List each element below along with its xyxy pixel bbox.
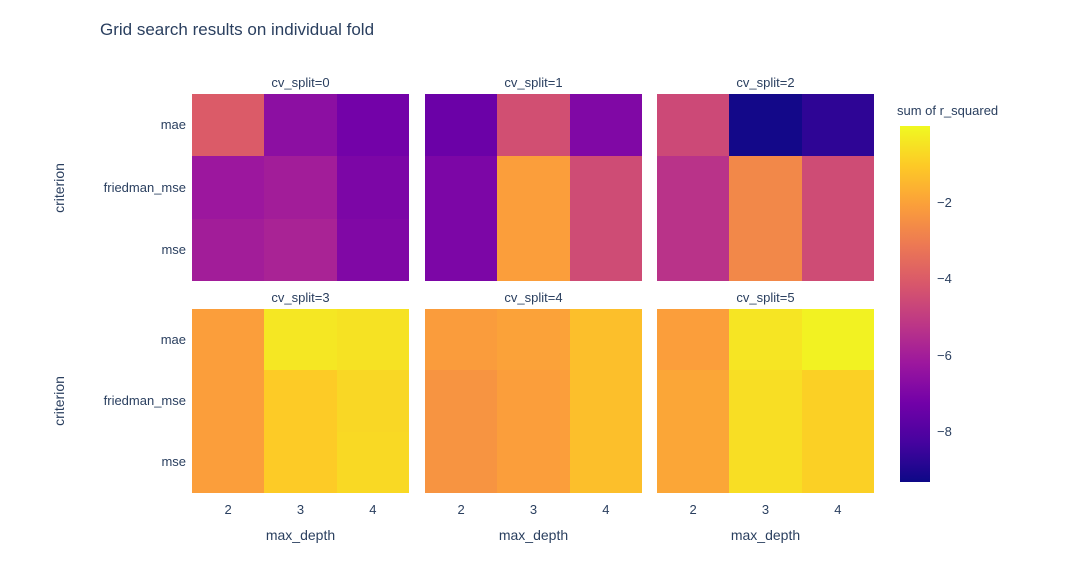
heatmap-cell [264,431,337,493]
heatmap-cell [425,431,498,493]
x-tick-label: 3 [529,502,538,517]
heatmap-cell [497,218,570,281]
heatmap-cell [801,309,874,371]
heatmap-cell [264,309,337,371]
heatmap-cell [569,156,642,219]
colorbar [900,126,930,482]
heatmap-cell [497,156,570,219]
heatmap-cell [497,309,570,371]
heatmap-cell [801,218,874,281]
heatmap-cell [801,431,874,493]
heatmap-cell [192,370,265,432]
x-tick-label: 4 [369,502,377,517]
heatmap [192,309,409,493]
heatmap-cell [192,94,265,157]
heatmap-cell [801,156,874,219]
heatmap-cell [264,156,337,219]
x-tick-label: 4 [602,502,610,517]
facet-title: cv_split=2 [736,75,795,90]
heatmap-cell [336,431,409,493]
y-tick-label: friedman_mse [103,393,186,408]
heatmap-cell [264,94,337,157]
facet-title: cv_split=4 [504,290,563,305]
heatmap-cell [569,431,642,493]
heatmap-cell [336,370,409,432]
heatmap-cell [729,218,802,281]
heatmap-cell [264,370,337,432]
heatmap-cell [657,94,730,157]
heatmap-cell [801,94,874,157]
y-tick-label: mse [161,241,186,257]
heatmap-cell [425,309,498,371]
heatmap [425,309,642,493]
x-tick-label: 4 [834,502,842,517]
x-tick-label: 2 [689,502,697,517]
chart-title: Grid search results on individual fold [100,20,375,39]
heatmap-cell [657,309,730,371]
heatmap-cell [657,218,730,281]
y-tick-label: mae [160,117,186,133]
facet-title: cv_split=3 [271,290,330,305]
heatmap-cell [336,94,409,157]
heatmap [657,94,874,281]
x-axis-title: max_depth [730,527,801,543]
x-tick-label: 2 [457,502,465,517]
y-axis-title: criterion [51,376,67,426]
heatmap [192,94,409,281]
colorbar-title: sum of r_squared [897,103,999,118]
heatmap-cell [192,309,265,371]
heatmap-cell [569,309,642,371]
y-axis-title: criterion [51,162,67,213]
heatmap-cell [657,156,730,219]
heatmap-cell [497,94,570,157]
heatmap-cell [192,431,265,493]
y-tick-label: mse [161,454,186,470]
heatmap-cell [801,370,874,432]
colorbar-tick-label: −6 [937,347,952,363]
x-tick-label: 3 [761,502,770,517]
heatmap-cell [192,156,265,219]
facet-title: cv_split=1 [504,75,563,90]
heatmap [657,309,874,493]
heatmap-cell [497,431,570,493]
facet-title: cv_split=5 [736,290,795,305]
heatmap-cell [336,309,409,371]
heatmap-cell [729,94,802,157]
heatmap-cell [497,370,570,432]
heatmap-cell [336,156,409,219]
y-tick-label: friedman_mse [103,179,186,195]
y-tick-label: mae [160,331,186,347]
colorbar-tick-label: −2 [937,194,952,210]
heatmap-cell [336,218,409,281]
heatmap-cell [729,156,802,219]
heatmap-cell [425,94,498,157]
heatmap-cell [569,94,642,157]
heatmap-cell [729,309,802,371]
heatmap-cell [264,218,337,281]
x-tick-label: 2 [224,502,232,517]
x-axis-title: max_depth [265,527,336,543]
x-tick-label: 3 [296,502,305,517]
heatmap-cell [729,431,802,493]
heatmap-cell [425,370,498,432]
heatmap-cell [425,218,498,281]
heatmap-cell [729,370,802,432]
colorbar-tick-label: −8 [937,424,952,440]
x-axis-title: max_depth [498,527,569,543]
heatmap-cell [569,370,642,432]
facet-title: cv_split=0 [271,75,330,90]
heatmap [425,94,642,281]
heatmap-cell [657,431,730,493]
heatmap-cell [569,218,642,281]
heatmap-cell [425,156,498,219]
colorbar-tick-label: −4 [937,271,952,287]
heatmap-cell [657,370,730,432]
heatmap-cell [192,218,265,281]
